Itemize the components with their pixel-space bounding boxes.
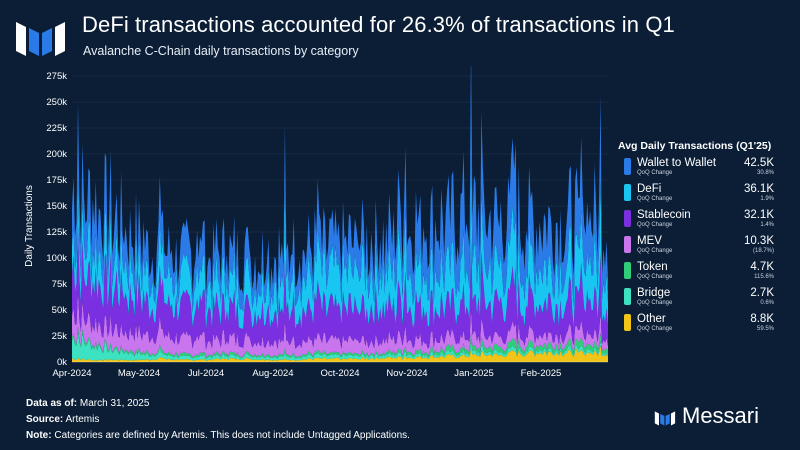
x-tick-label: Jul-2024	[188, 368, 224, 379]
legend-item-sublabel: QoQ Change	[637, 222, 673, 228]
area-series-group	[72, 66, 608, 362]
y-tick-label: 200k	[46, 149, 67, 160]
x-tick-label: Nov-2024	[386, 368, 427, 379]
legend-item-sublabel: QoQ Change	[637, 170, 673, 176]
legend-swatch	[624, 158, 631, 175]
y-tick-label: 275k	[46, 71, 67, 82]
legend-item-sublabel: QoQ Change	[637, 248, 673, 254]
legend-item-value: 4.7K	[750, 261, 774, 273]
x-tick-label: Aug-2024	[252, 368, 293, 379]
messari-logo-icon	[16, 22, 65, 56]
chart-title: DeFi transactions accounted for 26.3% of…	[82, 12, 675, 37]
legend-item-name: MEV	[637, 235, 662, 247]
legend-item-name: Token	[637, 261, 668, 273]
legend-item-value: 32.1K	[743, 209, 774, 221]
x-tick-label: May-2024	[118, 368, 160, 379]
legend-item-defi: DeFi QoQ Change 36.1K 1.9%	[618, 182, 800, 206]
area-bridge	[72, 330, 608, 361]
chart-subtitle: Avalanche C-Chain daily transactions by …	[83, 44, 359, 58]
legend-item-value: 10.3K	[743, 235, 774, 247]
legend-item-sublabel: QoQ Change	[637, 274, 673, 280]
legend-swatch	[624, 314, 631, 331]
legend-swatch	[624, 236, 631, 253]
data-as-of-value: March 31, 2025	[79, 398, 150, 409]
legend-item-value: 2.7K	[750, 287, 774, 299]
area-stablecoin	[72, 223, 608, 350]
legend-item-name: Wallet to Wallet	[637, 157, 717, 169]
y-tick-label: 125k	[46, 227, 67, 238]
messari-brand-icon	[654, 411, 676, 426]
stacked-area-chart: 0k 25k 50k 75k 100k 125k 150k 175k 200k 225k 250k 2…	[24, 66, 608, 379]
legend-item-wallet-to-wallet: Wallet to Wallet QoQ Change 42.5K 30.8%	[618, 156, 800, 180]
legend-item-name: Stablecoin	[637, 209, 691, 221]
area-defi	[72, 154, 608, 332]
legend-item-value: 8.8K	[750, 313, 774, 325]
legend-title: Avg Daily Transactions (Q1'25)	[618, 140, 772, 152]
y-tick-label: 100k	[46, 253, 67, 264]
legend-item-sublabel: QoQ Change	[637, 300, 673, 306]
legend-item-sublabel: QoQ Change	[637, 196, 673, 202]
legend-item-value: 42.5K	[743, 157, 774, 169]
y-tick-label: 75k	[52, 279, 68, 290]
legend-item-value: 36.1K	[743, 183, 774, 195]
legend-item-change: 0.6%	[760, 300, 774, 306]
legend-swatch	[624, 288, 631, 305]
note-label: Note:	[26, 430, 52, 441]
note-line: Note: Categories are defined by Artemis.…	[26, 428, 410, 444]
legend: Avg Daily Transactions (Q1'25) Wallet to…	[618, 140, 800, 336]
x-tick-label: Feb-2025	[521, 368, 562, 379]
legend-swatch	[624, 262, 631, 279]
y-tick-label: 25k	[52, 331, 68, 342]
legend-swatch	[624, 184, 631, 201]
source-label: Source:	[26, 414, 64, 425]
area-other	[72, 345, 608, 362]
axes: 0k 25k 50k 75k 100k 125k 150k 175k 200k 225k 250k 2…	[46, 71, 608, 379]
x-tick-label: Apr-2024	[52, 368, 91, 379]
footer: Data as of: March 31, 2025 Source: Artem…	[26, 396, 410, 444]
brand-mark: Messari	[654, 402, 794, 430]
legend-items: Wallet to Wallet QoQ Change 42.5K 30.8% DeFi…	[618, 156, 800, 336]
y-tick-label: 175k	[46, 175, 67, 186]
y-tick-label: 150k	[46, 201, 67, 212]
legend-item-bridge: Bridge QoQ Change 2.7K 0.6%	[618, 286, 800, 310]
brand-name: Messari	[682, 403, 760, 428]
legend-item-other: Other QoQ Change 8.8K 59.5%	[618, 312, 800, 336]
legend-item-change: 59.5%	[756, 326, 774, 332]
legend-item-stablecoin: Stablecoin QoQ Change 32.1K 1.4%	[618, 208, 800, 232]
legend-item-name: DeFi	[637, 183, 662, 195]
x-tick-label: Oct-2024	[320, 368, 359, 379]
legend-item-name: Bridge	[637, 287, 671, 299]
legend-item-change: 30.8%	[756, 170, 774, 176]
y-tick-label: 0k	[57, 357, 67, 368]
data-as-of-line: Data as of: March 31, 2025	[26, 396, 410, 412]
area-mev	[72, 291, 608, 358]
legend-item-token: Token QoQ Change 4.7K 115.6%	[618, 260, 800, 284]
legend-item-change: 115.6%	[754, 274, 774, 280]
legend-item-name: Other	[637, 313, 666, 325]
y-tick-label: 250k	[46, 97, 67, 108]
source-value: Artemis	[65, 414, 100, 425]
legend-item-change: 1.4%	[760, 222, 774, 228]
legend-item-change: (18.7%)	[752, 248, 774, 254]
legend-swatch	[624, 210, 631, 227]
data-as-of-label: Data as of:	[26, 398, 78, 409]
y-axis-label: Daily Transactions	[24, 185, 35, 267]
legend-item-sublabel: QoQ Change	[637, 326, 673, 332]
source-line: Source: Artemis	[26, 412, 410, 428]
y-tick-label: 225k	[46, 123, 67, 134]
legend-item-change: 1.9%	[760, 196, 774, 202]
x-tick-label: Jan-2025	[454, 368, 494, 379]
legend-item-mev: MEV QoQ Change 10.3K (18.7%)	[618, 234, 800, 258]
area-wallet-to-wallet	[72, 66, 608, 316]
note-value: Categories are defined by Artemis. This …	[54, 430, 410, 441]
y-tick-label: 50k	[52, 305, 68, 316]
